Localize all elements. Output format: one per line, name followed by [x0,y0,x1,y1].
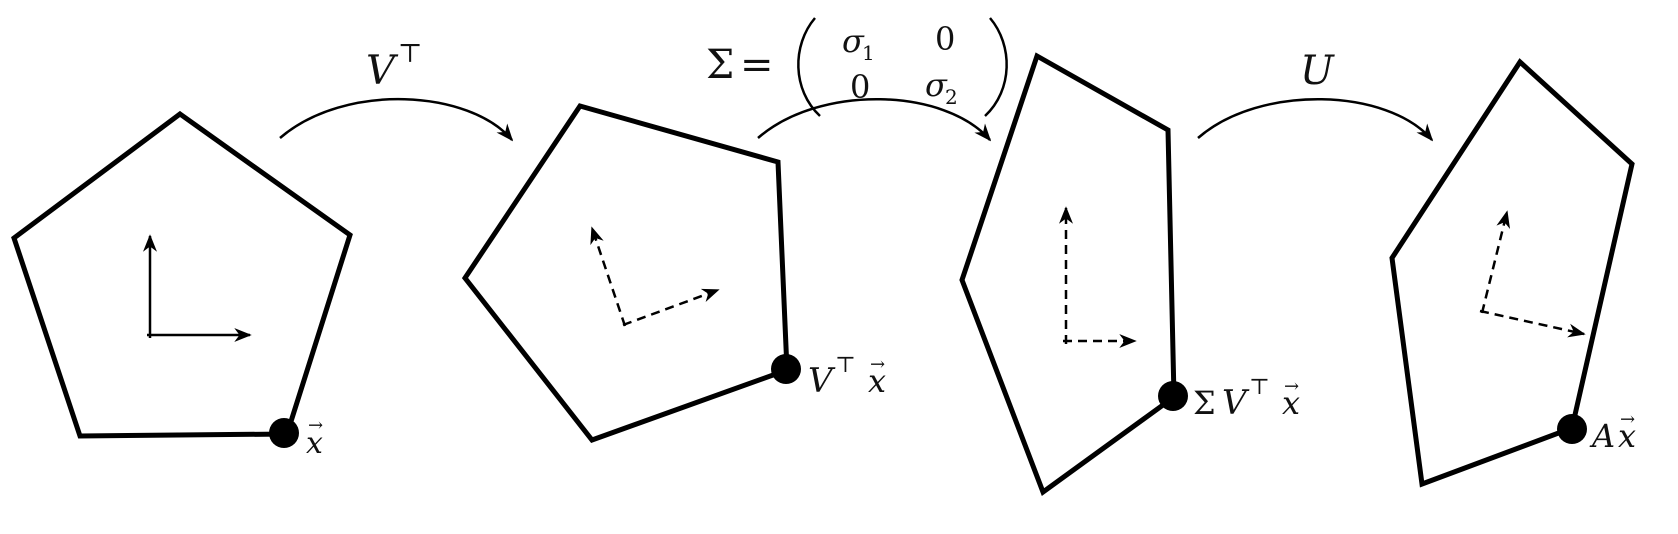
point-svtx-label-v: V [1222,383,1250,423]
sigma-a21: 0 [850,68,870,106]
point-x-vector-accent: → [308,415,323,436]
sigma-arrow [757,98,992,142]
point-vtx-label-transpose: ⊤ [835,353,856,378]
rotated-axis-2 [590,226,627,327]
point-svtx-vector-accent: → [1284,376,1299,397]
stage-rotated: V ⊤ x → [461,103,886,443]
stage-scaled: Σ V ⊤ x → [959,52,1300,496]
transform-vt: V ⊤ [279,39,514,142]
rotated-axis-1 [622,288,720,327]
point-vtx-label-x: x [868,362,886,400]
original-pentagon [11,110,353,439]
sigma-a22-sub: 2 [945,85,958,109]
point-vtx-dot [771,354,801,384]
rotated-pentagon [461,103,790,443]
sigma-equals: = [740,42,774,88]
sigma-a22: σ [925,66,948,104]
point-svtx-dot [1158,381,1188,411]
point-svtx-label-transpose: ⊤ [1249,375,1270,400]
vt-arrow [279,97,514,142]
vt-label-transpose: ⊤ [398,39,422,69]
point-ax-label-a: A [1589,417,1615,455]
point-x-label: x [306,426,323,461]
final-axis-2 [1480,210,1511,314]
sigma-a11: σ [842,22,865,60]
scaled-polygon [959,52,1177,496]
vt-label-v: V [366,48,399,94]
transform-u: U [1197,48,1434,142]
point-vtx-label-v: V [808,361,836,401]
point-ax-vector-accent: → [1620,409,1635,430]
sigma-a12: 0 [935,20,955,58]
sigma-lhs: Σ [706,42,734,88]
point-svtx-label-sigma: Σ [1193,384,1216,422]
sigma-a11-sub: 1 [862,41,875,65]
stage-original: x → [11,110,353,461]
u-arrow [1197,98,1434,142]
transform-sigma: Σ = σ 1 0 0 σ 2 [706,17,1008,142]
right-paren [984,17,1008,117]
point-ax-label-x: x [1618,417,1636,455]
point-ax-dot [1557,414,1587,444]
left-paren [797,17,821,117]
point-x-dot [269,418,299,448]
point-vtx-vector-accent: → [870,354,885,375]
final-polygon [1389,58,1635,488]
final-axis-1 [1479,309,1586,338]
u-label: U [1300,48,1335,94]
point-svtx-label-x: x [1282,384,1300,422]
stage-final: A x → [1389,58,1636,488]
